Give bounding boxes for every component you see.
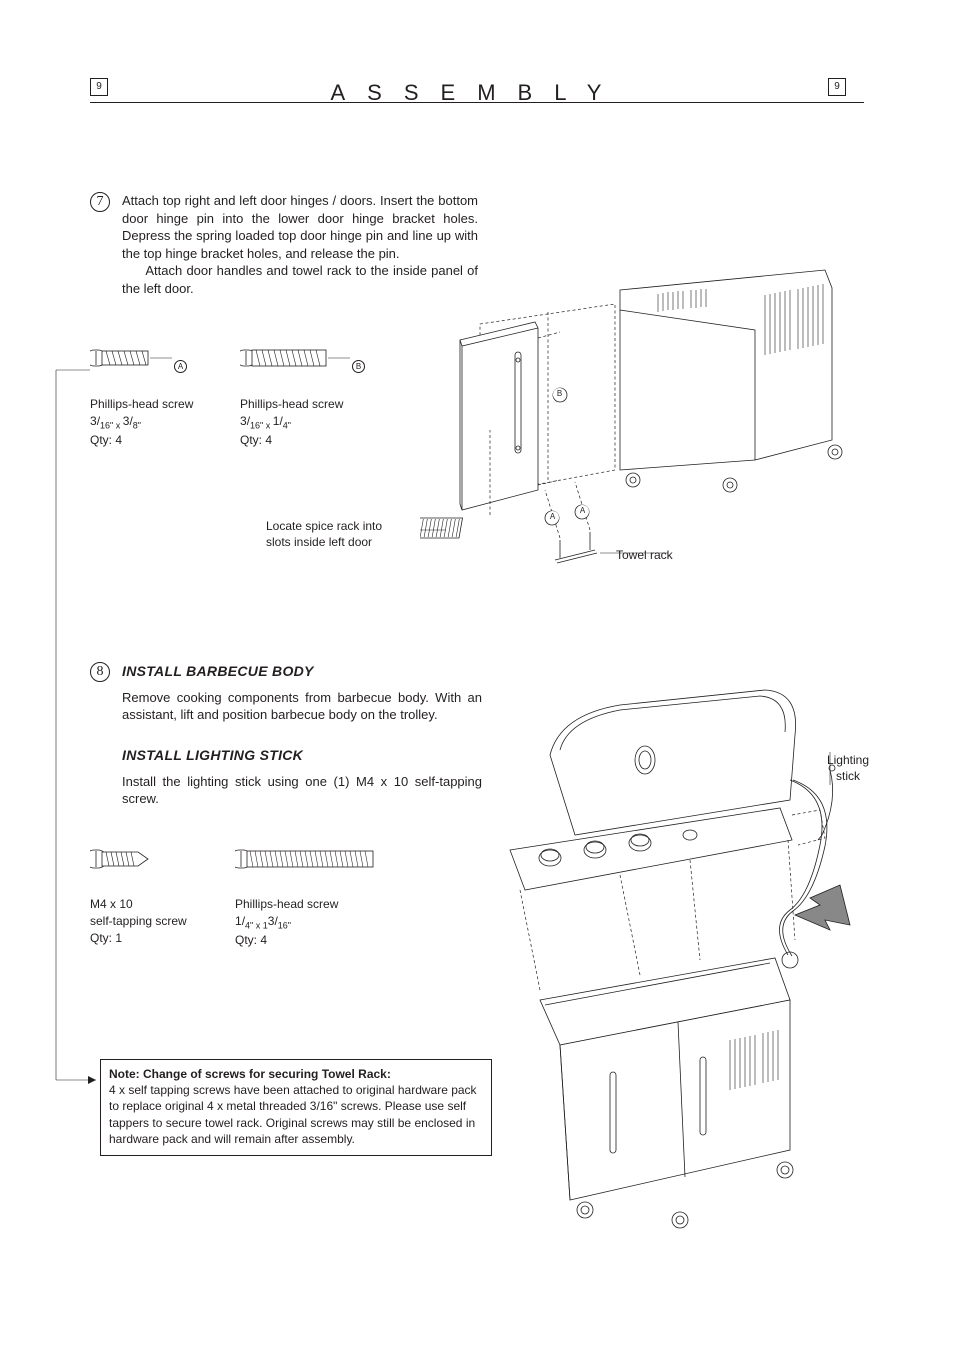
spice-rack-note: Locate spice rack into slots inside left…	[266, 518, 406, 550]
note-title: Note: Change of screws for securing Towe…	[109, 1067, 391, 1081]
hardware-d-qty: Qty: 4	[235, 932, 338, 949]
page-title: ASSEMBLY	[0, 78, 954, 108]
hardware-d-size: 1/4" x 13/16"	[235, 913, 338, 932]
hardware-d-label: Phillips-head screw 1/4" x 13/16" Qty: 4	[235, 896, 338, 949]
step-8: 8 INSTALL BARBECUE BODY Remove cooking c…	[90, 662, 490, 682]
step-7: 7 Attach top right and left door hinges …	[90, 192, 590, 212]
hardware-b: B Phillips-head screw 3/16" x 1/4" Qty: …	[240, 340, 343, 449]
part-letter-b: B	[352, 360, 365, 373]
callout-b: B	[553, 388, 566, 401]
callout-a1: A	[546, 511, 559, 524]
header-rule	[90, 102, 864, 103]
hardware-d: Phillips-head screw 1/4" x 13/16" Qty: 4	[235, 840, 338, 949]
lighting-stick-label: Lighting stick	[818, 752, 878, 784]
note-body: 4 x self tapping screws have been attach…	[109, 1082, 483, 1147]
step-number-7: 7	[90, 192, 110, 212]
note-box: Note: Change of screws for securing Towe…	[100, 1059, 492, 1156]
step-8-title-1: INSTALL BARBECUE BODY	[122, 662, 482, 681]
hardware-b-name: Phillips-head screw	[240, 396, 343, 413]
part-letter-a: A	[174, 360, 187, 373]
screw-d-icon	[235, 840, 385, 880]
hardware-b-label: Phillips-head screw 3/16" x 1/4" Qty: 4	[240, 396, 343, 449]
screw-b-icon	[240, 340, 370, 380]
gutter-connector	[46, 340, 106, 1110]
step-8-title-2: INSTALL LIGHTING STICK	[122, 746, 482, 765]
hardware-d-name: Phillips-head screw	[235, 896, 338, 913]
hardware-b-size: 3/16" x 1/4"	[240, 413, 343, 432]
step-7-para1: Attach top right and left door hinges / …	[122, 192, 478, 262]
step-7-diagram	[420, 260, 870, 580]
step-8-para1: Remove cooking components from barbecue …	[122, 689, 482, 724]
callout-a2: A	[576, 505, 589, 518]
step-8-para2: Install the lighting stick using one (1)…	[122, 773, 482, 808]
towel-rack-label: Towel rack	[616, 547, 673, 563]
hardware-b-qty: Qty: 4	[240, 432, 343, 449]
